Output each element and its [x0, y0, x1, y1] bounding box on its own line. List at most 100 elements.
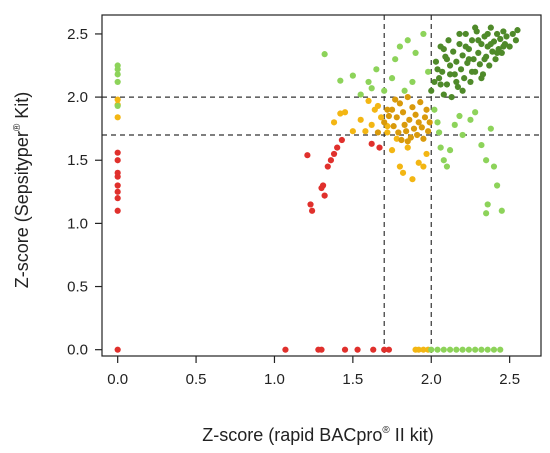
data-point — [494, 49, 501, 56]
data-point — [399, 169, 407, 176]
data-point — [415, 346, 422, 353]
data-point — [435, 129, 443, 136]
data-point — [388, 75, 396, 82]
data-point — [404, 138, 411, 145]
data-point — [404, 144, 411, 151]
y-tick-label: 0.0 — [67, 342, 88, 359]
data-point — [465, 346, 472, 353]
data-point — [409, 78, 416, 86]
data-point — [462, 30, 469, 38]
data-point — [440, 46, 447, 53]
data-point — [475, 37, 482, 44]
data-point — [282, 346, 289, 353]
data-point — [114, 78, 121, 86]
data-point — [494, 182, 501, 189]
x-axis-title: Z-score (rapid BACpro® II kit) — [202, 425, 433, 445]
data-point — [341, 346, 349, 353]
x-axis-title-superscript: ® — [382, 425, 390, 436]
data-point — [409, 104, 416, 111]
data-point — [357, 116, 364, 123]
data-point — [381, 87, 388, 94]
data-point — [481, 56, 488, 63]
data-point — [327, 157, 335, 164]
data-point — [461, 75, 468, 82]
data-point — [319, 182, 327, 189]
data-point — [330, 150, 338, 158]
data-point — [390, 123, 397, 130]
data-point — [509, 30, 516, 38]
y-axis-title-superscript: ® — [12, 123, 23, 131]
data-point — [421, 114, 429, 121]
x-axis-title-text-end: II kit) — [390, 425, 434, 445]
data-point — [368, 85, 375, 92]
data-point — [420, 346, 427, 353]
data-point — [478, 346, 485, 353]
data-point — [385, 346, 393, 353]
data-point — [388, 106, 396, 113]
x-tick-label: 1.5 — [342, 371, 363, 388]
data-point — [357, 91, 364, 98]
data-point — [420, 135, 427, 142]
data-point — [415, 119, 422, 126]
data-point — [324, 163, 331, 170]
data-point — [448, 93, 455, 101]
data-point — [451, 71, 458, 78]
x-tick-label: 2.5 — [499, 371, 520, 388]
x-tick-label: 0.5 — [186, 371, 207, 388]
data-point — [423, 150, 430, 158]
data-point — [114, 157, 121, 164]
data-point — [114, 173, 121, 180]
data-point — [398, 136, 405, 144]
data-point — [431, 78, 438, 86]
data-point — [514, 27, 521, 34]
data-point — [456, 40, 463, 48]
data-point — [498, 49, 505, 56]
data-point — [415, 159, 422, 166]
data-point — [431, 106, 438, 113]
data-point — [365, 97, 372, 104]
data-point — [434, 66, 441, 73]
data-point — [439, 68, 446, 75]
data-point — [483, 157, 490, 164]
data-point — [370, 346, 377, 353]
data-point — [475, 49, 482, 56]
data-point — [435, 75, 443, 82]
data-point — [414, 131, 421, 139]
data-point — [487, 40, 494, 48]
data-point — [114, 188, 121, 195]
data-point — [446, 71, 454, 78]
data-point — [393, 135, 400, 142]
data-point — [476, 61, 483, 68]
x-axis-title-text: Z-score (rapid BACpro — [202, 425, 382, 445]
data-point — [503, 33, 510, 40]
data-point — [337, 110, 344, 117]
data-point — [489, 48, 496, 55]
data-point — [451, 121, 458, 128]
data-point — [114, 96, 121, 103]
data-point — [454, 83, 462, 91]
data-point — [472, 109, 479, 116]
data-point — [456, 112, 463, 120]
data-point — [492, 56, 499, 63]
data-point — [374, 129, 382, 136]
data-point — [401, 121, 408, 128]
data-point — [498, 207, 505, 214]
data-point — [468, 37, 476, 44]
data-point — [425, 128, 432, 135]
data-point — [412, 111, 419, 118]
data-point — [486, 62, 493, 69]
data-point — [440, 157, 447, 164]
data-point — [392, 96, 399, 103]
data-point — [420, 163, 427, 170]
data-point — [446, 346, 454, 353]
data-point — [497, 346, 504, 353]
data-point — [373, 66, 380, 73]
data-point — [377, 114, 385, 121]
data-point — [512, 37, 520, 44]
data-point — [412, 49, 419, 56]
data-point — [423, 106, 430, 113]
data-point — [384, 106, 391, 113]
data-point — [490, 346, 498, 353]
y-tick-label: 2.5 — [67, 26, 88, 43]
